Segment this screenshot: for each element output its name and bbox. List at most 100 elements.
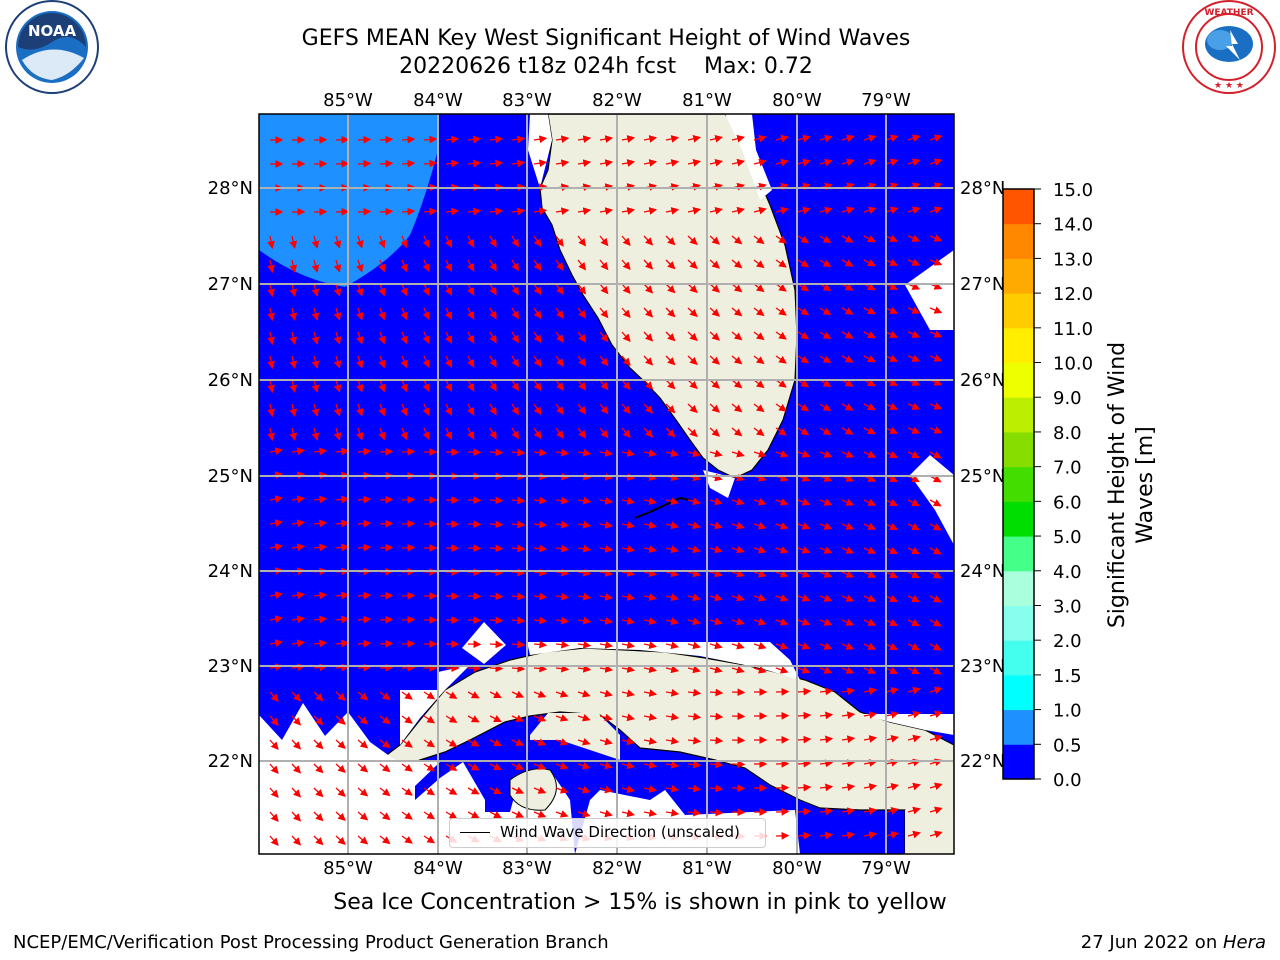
wind-arrow-icon <box>313 715 324 726</box>
wind-arrow-icon <box>313 835 324 846</box>
wind-arrow-icon <box>489 379 497 392</box>
wind-arrow-icon <box>841 831 856 840</box>
wind-arrow-icon <box>687 307 698 318</box>
wind-arrow-icon <box>467 379 475 392</box>
wind-arrow-icon <box>819 522 833 530</box>
wind-arrow-icon <box>885 158 899 167</box>
wind-arrow-icon <box>379 715 391 725</box>
wind-arrow-icon <box>289 403 298 417</box>
wind-arrow-icon <box>665 761 680 769</box>
wind-arrow-icon <box>753 427 765 437</box>
wind-arrow-icon <box>797 618 811 626</box>
wind-arrow-icon <box>489 448 504 457</box>
wind-arrow-icon <box>577 355 587 367</box>
colorbar-tick-label: 7.0 <box>1053 458 1082 479</box>
wind-arrow-icon <box>577 544 592 553</box>
wind-arrow-icon <box>643 761 658 769</box>
wind-arrow-icon <box>841 783 856 792</box>
wind-arrow-icon <box>907 258 921 266</box>
wind-arrow-icon <box>709 545 723 554</box>
wind-arrow-icon <box>333 307 342 321</box>
wind-arrow-icon <box>841 711 856 720</box>
wind-arrow-icon <box>687 379 698 390</box>
wind-arrow-icon <box>885 134 899 143</box>
wind-arrow-icon <box>665 403 676 414</box>
wind-arrow-icon <box>709 521 723 530</box>
wind-arrow-icon <box>577 427 587 439</box>
wind-arrow-icon <box>731 736 746 745</box>
wind-arrow-icon <box>709 641 723 650</box>
wind-arrow-icon <box>665 785 680 793</box>
wind-arrow-icon <box>269 739 279 750</box>
wind-arrow-icon <box>511 520 526 529</box>
wind-arrow-icon <box>863 783 878 791</box>
wind-arrow-icon <box>269 543 284 551</box>
wind-arrow-icon <box>885 618 898 626</box>
wind-arrow-icon <box>533 544 548 553</box>
wind-arrow-icon <box>445 135 460 144</box>
wind-arrow-icon <box>885 206 899 215</box>
wind-arrow-icon <box>665 569 679 578</box>
wind-arrow-icon <box>621 809 635 818</box>
wind-arrow-icon <box>929 734 943 743</box>
wind-arrow-icon <box>643 207 658 215</box>
wind-arrow-icon <box>511 448 526 457</box>
wind-arrow-icon <box>929 710 943 719</box>
noaa-logo-icon: NOAA <box>5 0 99 94</box>
wind-arrow-icon <box>907 234 921 242</box>
wind-arrow-icon <box>643 569 657 577</box>
wind-arrow-icon <box>357 615 372 624</box>
wind-arrow-icon <box>599 283 609 295</box>
wind-arrow-icon <box>379 519 394 528</box>
wind-arrow-icon <box>289 331 298 345</box>
wind-arrow-icon <box>621 135 636 143</box>
wind-arrow-icon <box>797 783 812 792</box>
wind-arrow-icon <box>511 427 519 440</box>
wind-arrow-icon <box>643 737 658 745</box>
wind-arrow-icon <box>291 739 302 750</box>
wind-arrow-icon <box>423 715 436 724</box>
wind-arrow-icon <box>731 784 746 793</box>
wind-arrow-icon <box>885 830 899 839</box>
wind-arrow-icon <box>929 426 943 434</box>
wind-arrow-icon <box>775 450 789 458</box>
wind-arrow-icon <box>929 667 942 675</box>
wind-arrow-icon <box>555 520 570 529</box>
wind-arrow-icon <box>885 806 899 815</box>
wind-arrow-icon <box>291 811 302 822</box>
wind-arrow-icon <box>577 331 587 343</box>
wind-arrow-icon <box>643 355 654 366</box>
wind-arrow-icon <box>467 135 482 144</box>
svg-text:82°W: 82°W <box>592 858 642 879</box>
wind-arrow-icon <box>863 134 877 143</box>
wind-arrow-icon <box>863 206 877 215</box>
wind-arrow-icon <box>621 207 636 215</box>
svg-text:22°N: 22°N <box>960 751 1005 772</box>
wind-arrow-icon <box>269 763 279 774</box>
wind-arrow-icon <box>313 763 324 774</box>
wind-arrow-icon <box>929 158 943 166</box>
wind-arrow-icon <box>335 763 346 773</box>
wind-arrow-icon <box>289 259 298 273</box>
wind-arrow-icon <box>378 259 386 273</box>
wind-arrow-icon <box>445 691 458 699</box>
wind-arrow-icon <box>621 449 636 457</box>
wind-arrow-icon <box>599 427 609 439</box>
colorbar-segment <box>1003 431 1034 468</box>
wind-arrow-icon <box>907 547 920 555</box>
wind-arrow-icon <box>885 710 899 719</box>
wind-arrow-icon <box>357 543 372 552</box>
wind-arrow-icon <box>709 206 723 215</box>
wind-arrow-icon <box>599 641 614 649</box>
wind-arrow-icon <box>841 427 854 435</box>
wind-arrow-icon <box>489 714 502 722</box>
wind-arrow-icon <box>621 497 636 505</box>
wind-arrow-icon <box>753 642 767 650</box>
wind-arrow-icon <box>423 763 436 772</box>
wind-arrow-icon <box>511 738 525 746</box>
wind-arrow-icon <box>819 450 833 458</box>
wind-arrow-icon <box>709 665 723 674</box>
wind-arrow-icon <box>775 283 787 292</box>
wind-arrow-icon <box>863 594 877 602</box>
wind-arrow-icon <box>555 307 564 319</box>
